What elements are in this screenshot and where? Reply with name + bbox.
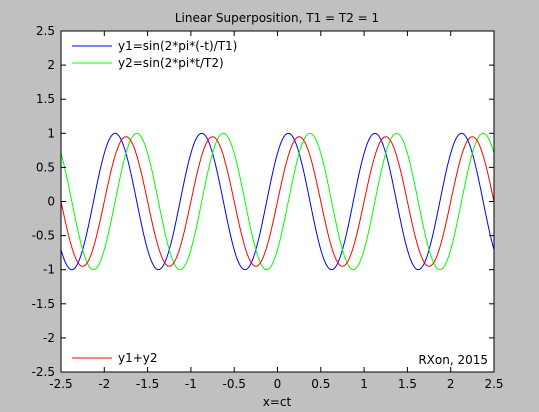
x-tick-label: -2 [98, 377, 110, 391]
chart-title: Linear Superposition, T1 = T2 = 1 [175, 11, 379, 25]
legend-bottom: y1+y2 [72, 351, 158, 365]
y-tick-label: -0.5 [32, 229, 55, 243]
tick-layer: -2.5 -2 -1.5 -1 -0.5 0 0.5 1 1.5 2 2.5 2.5 2 1.5 1 0.5 0… [32, 24, 504, 391]
x-tick-label: 1 [360, 377, 368, 391]
y-tick-label: 2 [47, 58, 55, 72]
x-tick-label: 0 [274, 377, 282, 391]
x-tick-label: 1.5 [398, 377, 417, 391]
y-tick-label: 1 [47, 126, 55, 140]
y-tick-label: -1 [43, 263, 55, 277]
x-tick-label: -1 [185, 377, 197, 391]
legend-top: y1=sin(2*pi*(-t)/T1) y2=sin(2*pi*t/T2) [72, 39, 237, 70]
y-tick-label: 0.5 [36, 160, 55, 174]
x-tick-label: 2.5 [484, 377, 503, 391]
x-tick-label: 2 [447, 377, 455, 391]
x-axis-label: x=ct [263, 395, 292, 409]
x-tick-label: -2.5 [49, 377, 72, 391]
y-tick-label: -1.5 [32, 297, 55, 311]
x-tick-label: -0.5 [222, 377, 245, 391]
y-tick-label: 1.5 [36, 92, 55, 106]
y-tick-label: -2 [43, 331, 55, 345]
legend-label-sum: y1+y2 [118, 351, 158, 365]
series-line-2 [60, 132, 495, 271]
y-tick-label: 0 [47, 195, 55, 209]
series-line-1 [60, 132, 495, 271]
y-tick-label: 2.5 [36, 24, 55, 38]
series-line-3 [60, 136, 495, 267]
x-tick-label: -1.5 [136, 377, 159, 391]
plot-frame [60, 30, 495, 373]
y-tick-label: -2.5 [32, 365, 55, 379]
credit-annotation: RXon, 2015 [418, 353, 488, 367]
legend-label-y1: y1=sin(2*pi*(-t)/T1) [118, 39, 237, 53]
legend-label-y2: y2=sin(2*pi*t/T2) [118, 56, 224, 70]
series-layer [60, 132, 495, 271]
x-tick-label: 0.5 [311, 377, 330, 391]
